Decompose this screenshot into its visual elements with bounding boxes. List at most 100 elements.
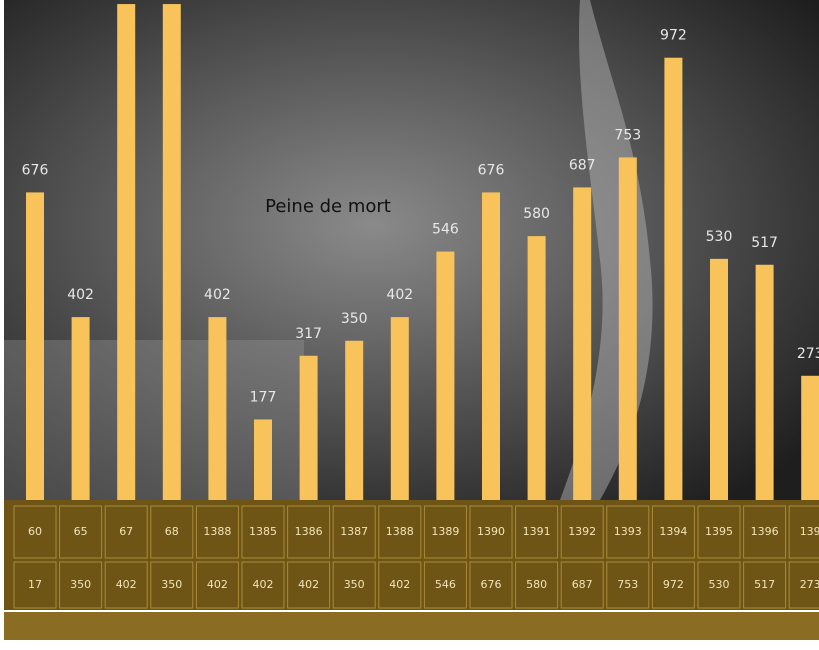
- table-value: 350: [161, 578, 182, 591]
- bar: [755, 264, 774, 500]
- table-cell: [606, 561, 650, 609]
- bar: [345, 340, 364, 500]
- table-cell: [560, 505, 604, 559]
- table-cell: [378, 505, 422, 559]
- year-label: 1388: [386, 525, 414, 538]
- year-label: 1387: [340, 525, 368, 538]
- value-label: 177: [250, 389, 277, 405]
- table-cell: [560, 561, 604, 609]
- year-label: 139: [800, 525, 819, 538]
- bar: [573, 187, 592, 501]
- value-label: 402: [204, 287, 231, 303]
- table-cell: [13, 505, 57, 559]
- year-label: 68: [165, 525, 179, 538]
- bar: [801, 375, 819, 500]
- value-label: 530: [706, 229, 733, 245]
- bar: [71, 317, 90, 500]
- table-value: 402: [116, 578, 137, 591]
- bar: [117, 4, 136, 501]
- table-value: 580: [526, 578, 547, 591]
- table-cell: [743, 505, 787, 559]
- bar: [254, 419, 272, 500]
- table-cell: [788, 505, 819, 559]
- bar: [527, 236, 546, 500]
- value-label: 317: [295, 326, 322, 342]
- table-cell: [150, 561, 194, 609]
- value-label: 687: [569, 157, 596, 173]
- year-label: 60: [28, 525, 42, 538]
- value-label: 350: [341, 311, 368, 327]
- table-background: [4, 500, 819, 610]
- table-cell: [195, 505, 239, 559]
- table-value: 402: [207, 578, 228, 591]
- table-cell: [241, 561, 285, 609]
- chart-title: Peine de mort: [265, 196, 391, 217]
- value-label: 517: [751, 235, 778, 251]
- year-label: 1391: [523, 525, 551, 538]
- year-label: 1393: [614, 525, 642, 538]
- table-value: 517: [754, 578, 775, 591]
- value-label: 273: [797, 346, 819, 362]
- year-label: 1386: [295, 525, 323, 538]
- value-label: 580: [523, 206, 550, 222]
- bar: [162, 4, 181, 501]
- value-label: 753: [614, 127, 641, 143]
- year-label: 1396: [751, 525, 779, 538]
- year-label: 1388: [203, 525, 231, 538]
- table-cell: [423, 561, 467, 609]
- bar: [299, 355, 318, 500]
- table-cell: [332, 561, 376, 609]
- year-label: 1389: [431, 525, 459, 538]
- table-cell: [59, 505, 103, 559]
- value-label: 402: [386, 287, 413, 303]
- table-cell: [59, 561, 103, 609]
- table-cell: [104, 505, 148, 559]
- bar: [618, 157, 637, 500]
- table-value: 676: [481, 578, 502, 591]
- table-value: 273: [800, 578, 819, 591]
- table-cell: [241, 505, 285, 559]
- year-label: 1385: [249, 525, 277, 538]
- table-cell: [423, 505, 467, 559]
- table-cell: [651, 505, 695, 559]
- bar: [710, 258, 728, 500]
- table-cell: [150, 505, 194, 559]
- table-value: 402: [253, 578, 274, 591]
- table-value: 350: [344, 578, 365, 591]
- table-cell: [469, 561, 513, 609]
- table-value: 546: [435, 578, 456, 591]
- value-label: 972: [660, 28, 687, 44]
- table-value: 753: [617, 578, 638, 591]
- table-value: 350: [70, 578, 91, 591]
- value-label: 402: [67, 287, 94, 303]
- table-value: 17: [28, 578, 42, 591]
- table-value: 530: [709, 578, 730, 591]
- table-cell: [743, 561, 787, 609]
- year-label: 67: [119, 525, 133, 538]
- table-cell: [469, 505, 513, 559]
- bar: [436, 251, 455, 500]
- table-cell: [515, 561, 559, 609]
- bar: [482, 192, 500, 501]
- table-value: 687: [572, 578, 593, 591]
- table-cell: [515, 505, 559, 559]
- table-cell: [287, 505, 331, 559]
- year-label: 65: [74, 525, 88, 538]
- table-cell: [13, 561, 57, 609]
- bar: [208, 317, 227, 500]
- table-cell: [104, 561, 148, 609]
- table-cell: [287, 561, 331, 609]
- bar: [26, 192, 44, 501]
- year-label: 1395: [705, 525, 733, 538]
- table-cell: [697, 505, 741, 559]
- table-cell: [378, 561, 422, 609]
- value-label: 546: [432, 222, 459, 238]
- table-value: 402: [389, 578, 410, 591]
- background: [4, 0, 819, 500]
- table-value: 402: [298, 578, 319, 591]
- table-cell: [332, 505, 376, 559]
- bar: [390, 317, 409, 500]
- table-cell: [651, 561, 695, 609]
- table-cell: [606, 505, 650, 559]
